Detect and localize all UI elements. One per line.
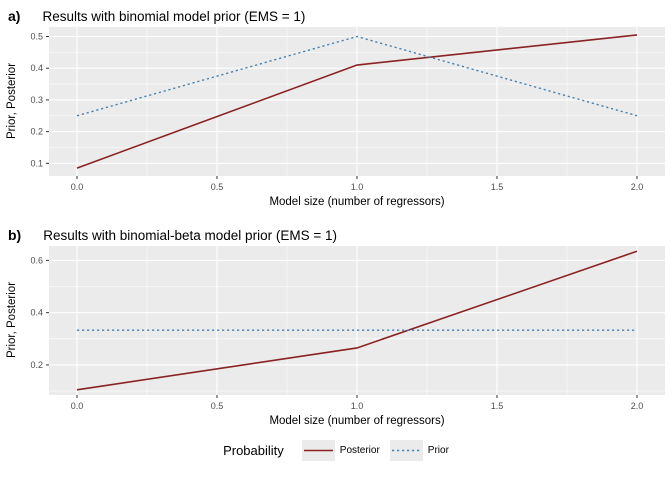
svg-text:1.0: 1.0 bbox=[351, 401, 364, 411]
svg-text:0.2: 0.2 bbox=[30, 360, 43, 370]
svg-text:0.6: 0.6 bbox=[30, 255, 43, 265]
panel-a-title: Results with binomial model prior (EMS =… bbox=[42, 9, 306, 24]
svg-text:0.0: 0.0 bbox=[71, 401, 84, 411]
panel-a-header: a) Results with binomial model prior (EM… bbox=[0, 0, 672, 24]
legend-item-posterior: Posterior bbox=[301, 440, 380, 461]
svg-text:0.1: 0.1 bbox=[30, 158, 43, 168]
prior-line-key-icon bbox=[389, 440, 423, 461]
svg-text:0.5: 0.5 bbox=[30, 32, 43, 42]
panel-a-x-axis-title: Model size (number of regressors) bbox=[269, 196, 445, 208]
panel-a-y-axis-title: Prior, Posterior bbox=[6, 62, 18, 140]
svg-text:0.4: 0.4 bbox=[30, 308, 43, 318]
svg-text:0.5: 0.5 bbox=[211, 401, 224, 411]
panel-b-y-axis-title: Prior, Posterior bbox=[6, 281, 18, 359]
posterior-line-key-icon bbox=[301, 440, 335, 461]
svg-text:0.3: 0.3 bbox=[30, 95, 43, 105]
panel-b-chart-canvas: 0.0 0.5 1.0 1.5 2.0 0.2 0.4 0.6 bbox=[30, 246, 665, 411]
svg-text:0.4: 0.4 bbox=[30, 63, 43, 73]
svg-text:2.0: 2.0 bbox=[631, 182, 644, 192]
svg-text:0.0: 0.0 bbox=[71, 182, 84, 192]
legend-label-posterior: Posterior bbox=[339, 445, 380, 456]
svg-text:1.5: 1.5 bbox=[491, 401, 504, 411]
panel-a-chart-area: Prior, Posterior 0.0 0.5 1.0 1.5 2.0 0.1 0.2 0.… bbox=[0, 25, 672, 195]
svg-text:1.5: 1.5 bbox=[491, 182, 504, 192]
panel-a-tag: a) bbox=[8, 8, 21, 24]
legend-label-prior: Prior bbox=[427, 445, 449, 456]
svg-text:2.0: 2.0 bbox=[631, 401, 644, 411]
panel-a-chart-canvas: 0.0 0.5 1.0 1.5 2.0 0.1 0.2 0.3 0.4 0.5 bbox=[30, 27, 665, 192]
panel-b: b) Results with binomial-beta model prio… bbox=[0, 211, 672, 430]
panel-b-chart-area: Prior, Posterior 0.0 0.5 1.0 1.5 2.0 0.2 0.4 0.… bbox=[0, 244, 672, 414]
svg-text:1.0: 1.0 bbox=[351, 182, 364, 192]
panel-a: a) Results with binomial model prior (EM… bbox=[0, 0, 672, 211]
svg-text:0.5: 0.5 bbox=[211, 182, 224, 192]
legend-title: Probability bbox=[223, 443, 284, 458]
svg-text:0.2: 0.2 bbox=[30, 127, 43, 137]
legend: Probability Posterior Prior bbox=[0, 440, 672, 461]
panel-b-x-axis-title: Model size (number of regressors) bbox=[269, 415, 445, 427]
panel-b-tag: b) bbox=[8, 227, 22, 243]
panel-b-title: Results with binomial-beta model prior (… bbox=[43, 228, 337, 243]
legend-item-prior: Prior bbox=[389, 440, 449, 461]
panel-b-header: b) Results with binomial-beta model prio… bbox=[0, 211, 672, 243]
